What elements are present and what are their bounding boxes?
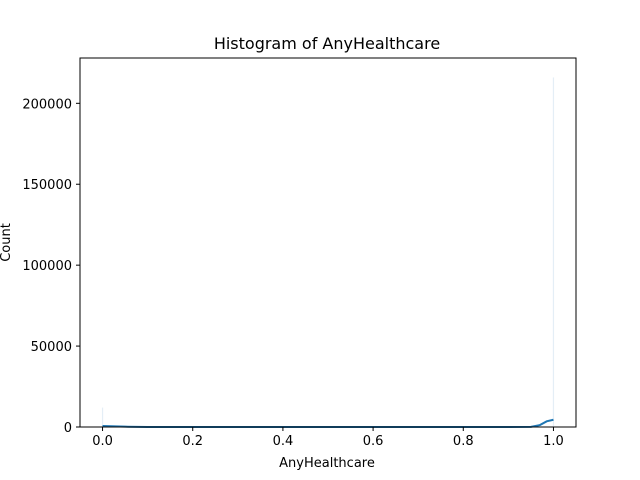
x-tick-label: 0.0: [92, 434, 113, 449]
y-tick-label: 100000: [22, 259, 72, 274]
y-axis-label: Count: [0, 223, 14, 262]
y-tick-label: 200000: [22, 97, 72, 112]
x-tick-label: 1.0: [543, 434, 564, 449]
histogram-bar: [101, 407, 104, 427]
y-axis-ticks: 0 50000 100000 150000 200000: [22, 97, 80, 436]
histogram-bar: [552, 77, 555, 427]
axes-spines: [79, 57, 577, 428]
x-tick-label: 0.4: [273, 434, 294, 449]
x-axis-label: AnyHealthcare: [279, 456, 375, 471]
bar-group: [101, 77, 555, 427]
x-tick-label: 0.2: [182, 434, 203, 449]
x-tick-label: 0.6: [363, 434, 384, 449]
y-tick-label: 50000: [31, 340, 72, 355]
y-tick-label: 150000: [22, 178, 72, 193]
y-tick-label: 0: [64, 421, 72, 436]
x-axis-ticks: 0.0 0.2 0.4 0.6 0.8 1.0: [92, 427, 564, 449]
chart-title: Histogram of AnyHealthcare: [214, 34, 440, 53]
axes-frame: [79, 57, 577, 428]
x-tick-label: 0.8: [453, 434, 474, 449]
